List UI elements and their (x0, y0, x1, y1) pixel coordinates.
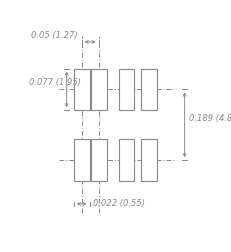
Bar (141, 139, 157, 181)
Bar (91, 139, 106, 181)
Bar (119, 69, 134, 110)
Text: 0.022 (0.55): 0.022 (0.55) (93, 199, 145, 208)
Text: 0.189 (4.80): 0.189 (4.80) (189, 114, 231, 123)
Bar (119, 139, 134, 181)
Bar (74, 69, 90, 110)
Bar (141, 69, 157, 110)
Bar (91, 69, 106, 110)
Text: 0.05 (1.27): 0.05 (1.27) (31, 31, 78, 40)
Bar (74, 139, 90, 181)
Text: 0.077 (1.95): 0.077 (1.95) (29, 78, 81, 87)
